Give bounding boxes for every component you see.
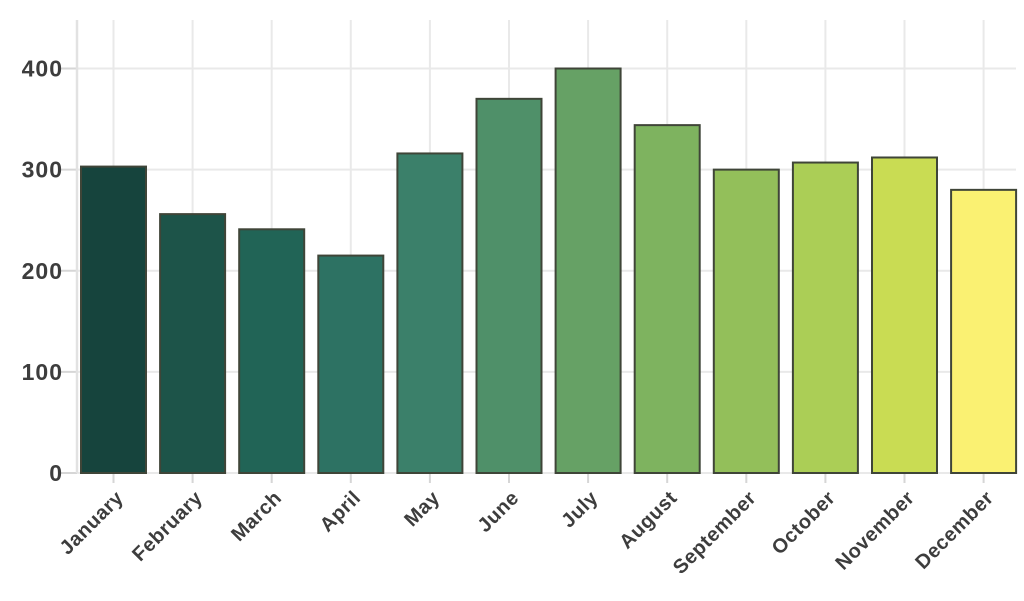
bar-june [475,97,543,475]
y-tick-label: 300 [22,157,63,183]
y-tick-label: 100 [22,359,63,385]
bar-august [633,124,701,474]
bar-september [712,168,780,474]
x-tick-label: November [831,487,919,575]
bar-april [317,254,385,474]
bar-january [80,165,147,474]
x-tick-label: June [474,487,524,537]
x-tick-label: March [227,487,286,546]
x-tick-label: December [911,487,998,574]
y-tick-label: 200 [22,258,63,284]
bar-october [791,161,859,474]
x-tick-label: February [128,487,207,566]
bar-may [396,152,464,474]
bar-november [871,156,938,475]
bar-july [554,67,622,474]
bar-march [238,228,306,474]
x-tick-label: January [56,487,129,560]
x-tick-label: August [615,487,681,553]
bar-february [159,213,227,474]
y-tick-label: 0 [49,460,63,486]
bar-december [950,188,1018,474]
x-tick-label: September [669,487,761,579]
x-tick-label: October [768,487,840,559]
y-tick-label: 400 [22,56,63,82]
x-tick-label: July [557,487,603,533]
x-tick-label: May [400,487,444,531]
x-tick-label: April [316,487,366,537]
